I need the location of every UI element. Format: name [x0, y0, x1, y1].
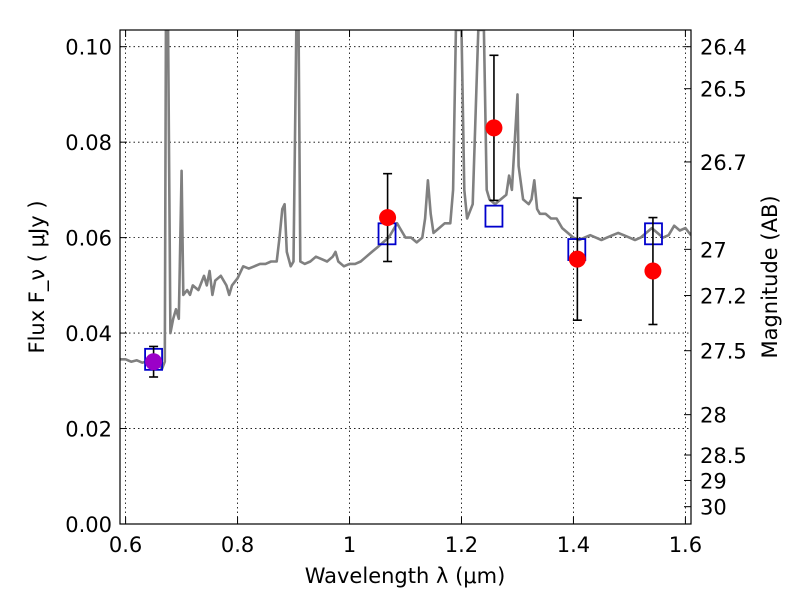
- model-series: [144, 204, 663, 371]
- x-tick-label: 0.8: [221, 533, 254, 557]
- spectrum-line: [120, 30, 691, 371]
- x-tick-label: 1.2: [445, 533, 478, 557]
- right-tick-label: 28: [700, 404, 727, 428]
- right-tick-label: 26.7: [700, 151, 747, 175]
- x-tick-label: 0.6: [109, 533, 142, 557]
- x-tick-label: 1.6: [669, 533, 702, 557]
- y-tick-label: 0.04: [65, 322, 112, 346]
- ticks: 0.6 0.8 1 1.2 1.4 1.6 0.00 0.02 0.04 0.06 0.08 0.10…: [65, 30, 747, 557]
- y-tick-label: 0.00: [65, 513, 112, 537]
- spectrum-series: [120, 30, 691, 371]
- model-point: [484, 204, 504, 228]
- x-tick-label: 1.4: [557, 533, 590, 557]
- observed-point: [568, 250, 586, 268]
- right-tick-label: 27: [700, 238, 727, 262]
- right-tick-label: 29: [700, 469, 727, 493]
- right-tick-label: 27.5: [700, 340, 747, 364]
- y-axis-title: Flux F_ν ( μJy ): [25, 200, 50, 353]
- observed-series: [145, 119, 662, 371]
- y-tick-label: 0.06: [65, 227, 112, 251]
- right-axis-title: Magnitude (AB): [758, 195, 782, 358]
- x-tick-label: 1: [343, 533, 356, 557]
- observed-point: [485, 119, 503, 137]
- observed-point: [379, 209, 397, 227]
- right-tick-label: 26.4: [700, 36, 747, 60]
- error-bars: [149, 54, 658, 378]
- plot-frame: [119, 29, 692, 525]
- y-tick-label: 0.08: [65, 131, 112, 155]
- right-tick-label: 30: [700, 496, 727, 520]
- right-tick-label: 27.2: [700, 285, 747, 309]
- right-tick-label: 28.5: [700, 444, 747, 468]
- y-tick-label: 0.10: [65, 36, 112, 60]
- observed-point: [644, 262, 662, 280]
- right-tick-label: 26.5: [700, 78, 747, 102]
- observed-point: [145, 353, 163, 371]
- x-axis-title: Wavelength λ (μm): [305, 564, 506, 588]
- y-tick-label: 0.02: [65, 418, 112, 442]
